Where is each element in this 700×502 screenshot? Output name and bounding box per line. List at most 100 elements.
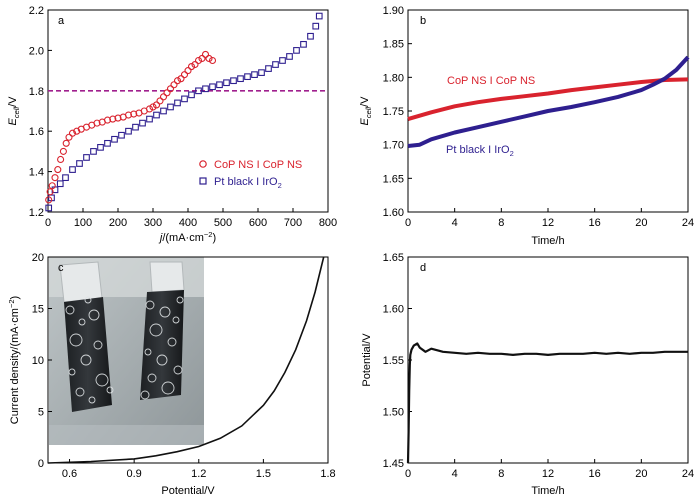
panel-a-red-point — [109, 115, 117, 123]
panel-a-blue-point — [279, 57, 286, 64]
panel-a-blue-point — [118, 131, 125, 139]
panel-a-blue-point — [237, 75, 244, 83]
panel-a-blue-point — [286, 53, 293, 60]
panel-a-ytick-label: 1.6 — [29, 126, 44, 138]
panel-b-xtick-label: 16 — [589, 217, 601, 229]
panel-c-xtick-label: 0.9 — [127, 468, 142, 480]
panel-d-frame — [407, 256, 689, 464]
panel-a-red-point — [57, 155, 65, 164]
panel-a-red-point — [54, 166, 62, 174]
panel-a-blue-point — [202, 85, 209, 93]
panel-a-blue-point — [167, 103, 174, 111]
panel-a-blue-point — [125, 127, 132, 135]
bubble — [172, 316, 180, 324]
bubble — [167, 337, 177, 347]
panel-a-xtick-label: 600 — [249, 217, 267, 229]
panel-b-xtick-label: 12 — [542, 217, 554, 229]
panel-b-ytick-label: 1.75 — [383, 106, 404, 118]
panel-d-xtick-label: 16 — [589, 468, 601, 480]
panel-a-blue-point — [230, 77, 237, 85]
panel-b-blue-line — [407, 55, 690, 148]
panel-a-red-point — [45, 196, 53, 204]
panel-a-blue-point — [300, 40, 307, 48]
bubble — [149, 323, 163, 337]
panel-a-red-point — [145, 105, 154, 113]
legend-blue-marker — [199, 177, 207, 185]
panel-a-frame — [47, 9, 329, 213]
panel-c-ytick-label: 0 — [38, 458, 44, 470]
panel-a-blue-point — [153, 111, 160, 119]
bubble — [75, 387, 85, 397]
panel-a-red-point — [73, 127, 81, 135]
legend-blue-label: Pt black I IrO2 — [214, 176, 282, 190]
panel-a-blue-point — [56, 180, 64, 188]
panel-b-xtick-label: 0 — [405, 217, 411, 229]
panel-a-blue-point — [97, 144, 104, 151]
panel-a-blue-point — [45, 204, 53, 212]
panel-d-letter: d — [420, 262, 426, 274]
panel-a-xtick-label: 500 — [214, 217, 232, 229]
panel-c-ytick-label: 15 — [32, 304, 44, 316]
panel-b-red-line — [407, 77, 689, 122]
legend-red-label: CoP NS I CoP NS — [214, 159, 302, 171]
panel-b-ytick-label: 1.65 — [383, 173, 404, 185]
bubble — [161, 381, 175, 395]
panel-a-blue-point — [174, 99, 181, 107]
panel-d-ylabel: Potential/V — [361, 333, 373, 387]
panel-d-xtick-label: 8 — [498, 468, 504, 480]
panel-a-ytick-label: 1.8 — [29, 86, 44, 98]
panel-a-xtick-label: 200 — [109, 217, 127, 229]
panel-b-label-blue: Pt black I IrO2 — [446, 144, 514, 158]
bubble — [176, 296, 184, 304]
panel-a-blue-point — [195, 87, 202, 95]
panel-a-red-point — [159, 93, 168, 101]
panel-c: 0.6 0.9 1.2 1.5 1.8 0 5 10 15 20 c Potential/V Cu… — [7, 252, 336, 497]
bubble — [88, 396, 96, 404]
bubble — [65, 305, 75, 315]
panel-a-red-point — [173, 77, 182, 85]
panel-a-blue-point — [265, 65, 272, 72]
panel-a-blue-point — [315, 12, 323, 20]
panel-a-red-point — [205, 54, 213, 63]
panel-d-xtick-label: 4 — [452, 468, 458, 480]
panel-a-red-point — [180, 71, 189, 79]
panel-a-blue-point — [272, 61, 279, 68]
panel-b: 0 4 8 12 16 20 241.601.651.701.751.801.851.90 … — [359, 5, 694, 247]
inset-photo — [49, 257, 204, 445]
panel-a-red-point — [194, 56, 203, 65]
panel-c-ytick-label: 5 — [38, 407, 44, 419]
panel-a-blue-point — [251, 71, 258, 78]
bubble — [93, 340, 103, 350]
panel-a-blue-point — [83, 154, 90, 161]
panel-a-red-point — [149, 103, 157, 111]
panel-a-red-point — [62, 139, 70, 147]
panel-a-red-point — [201, 50, 210, 58]
panel-a-red-point — [208, 56, 217, 65]
panel-a: 0 100 200 300 400 500 600 700 800 1.2 1.4 1.6 1.8 2.0… — [7, 5, 337, 244]
panel-b-xtick-label: 24 — [682, 217, 694, 229]
panel-a-xtick-label: 300 — [144, 217, 162, 229]
panel-b-letter: b — [420, 15, 426, 27]
panel-d: 0 4 8 12 16 20 24 1.45 1.50 1.55 1.60 1.65 d Time/h… — [361, 252, 694, 497]
panel-a-red-point — [163, 89, 171, 97]
panel-a-red-point — [124, 111, 133, 119]
panel-a-blue-point — [188, 91, 195, 99]
panel-c-xlabel: Potential/V — [161, 485, 215, 497]
bubble — [173, 365, 183, 375]
panel-a-red-point — [191, 60, 199, 69]
panel-a-ytick-label: 2.0 — [29, 45, 44, 57]
panel-a-ytick-label: 1.4 — [29, 167, 44, 179]
panel-b-xtick-label: 4 — [452, 217, 458, 229]
panel-d-xtick-label: 20 — [635, 468, 647, 480]
panel-a-red-point — [156, 97, 164, 105]
panel-a-ylabel: Ecell/V — [7, 96, 21, 126]
panel-a-xtick-label: 700 — [284, 217, 302, 229]
panel-c-xtick-label: 1.5 — [256, 468, 271, 480]
panel-b-xtick-label: 20 — [635, 217, 647, 229]
panel-a-blue-point — [111, 135, 118, 143]
bubble — [68, 368, 76, 376]
panel-a-red-point — [152, 101, 161, 109]
bubble — [88, 309, 100, 321]
panel-a-legend: CoP NS I CoP NS Pt black I IrO2 — [199, 159, 302, 190]
